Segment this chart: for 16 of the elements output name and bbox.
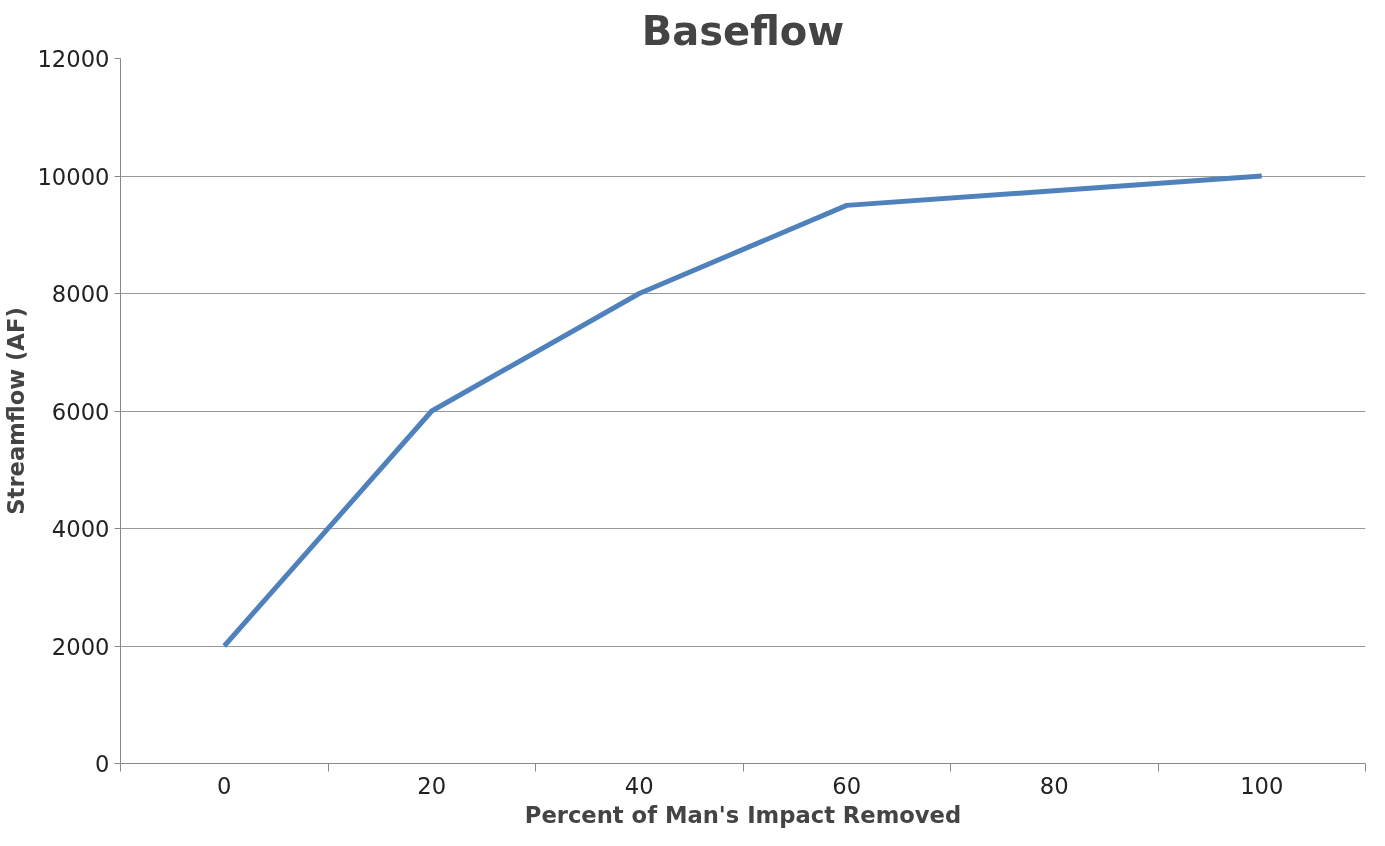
y-axis-title: Streamflow (AF) bbox=[3, 307, 30, 515]
y-tick-label: 10000 bbox=[37, 163, 110, 190]
x-tick-label: 100 bbox=[1240, 772, 1284, 799]
x-tick-label: 60 bbox=[832, 772, 862, 799]
y-tick-label: 0 bbox=[95, 751, 110, 777]
y-tick-label: 4000 bbox=[51, 516, 110, 542]
chart-title: Baseflow bbox=[641, 7, 845, 54]
y-tick-label: 6000 bbox=[51, 398, 110, 425]
x-tick-label: 0 bbox=[217, 772, 232, 799]
x-tick-label: 20 bbox=[417, 772, 447, 799]
x-tick-label: 80 bbox=[1039, 772, 1069, 799]
y-tick-label: 8000 bbox=[51, 281, 110, 307]
y-tick-label: 12000 bbox=[37, 46, 110, 72]
x-axis-title: Percent of Man's Impact Removed bbox=[524, 801, 962, 828]
y-tick-label: 2000 bbox=[51, 633, 110, 660]
x-tick-label: 40 bbox=[624, 772, 654, 799]
